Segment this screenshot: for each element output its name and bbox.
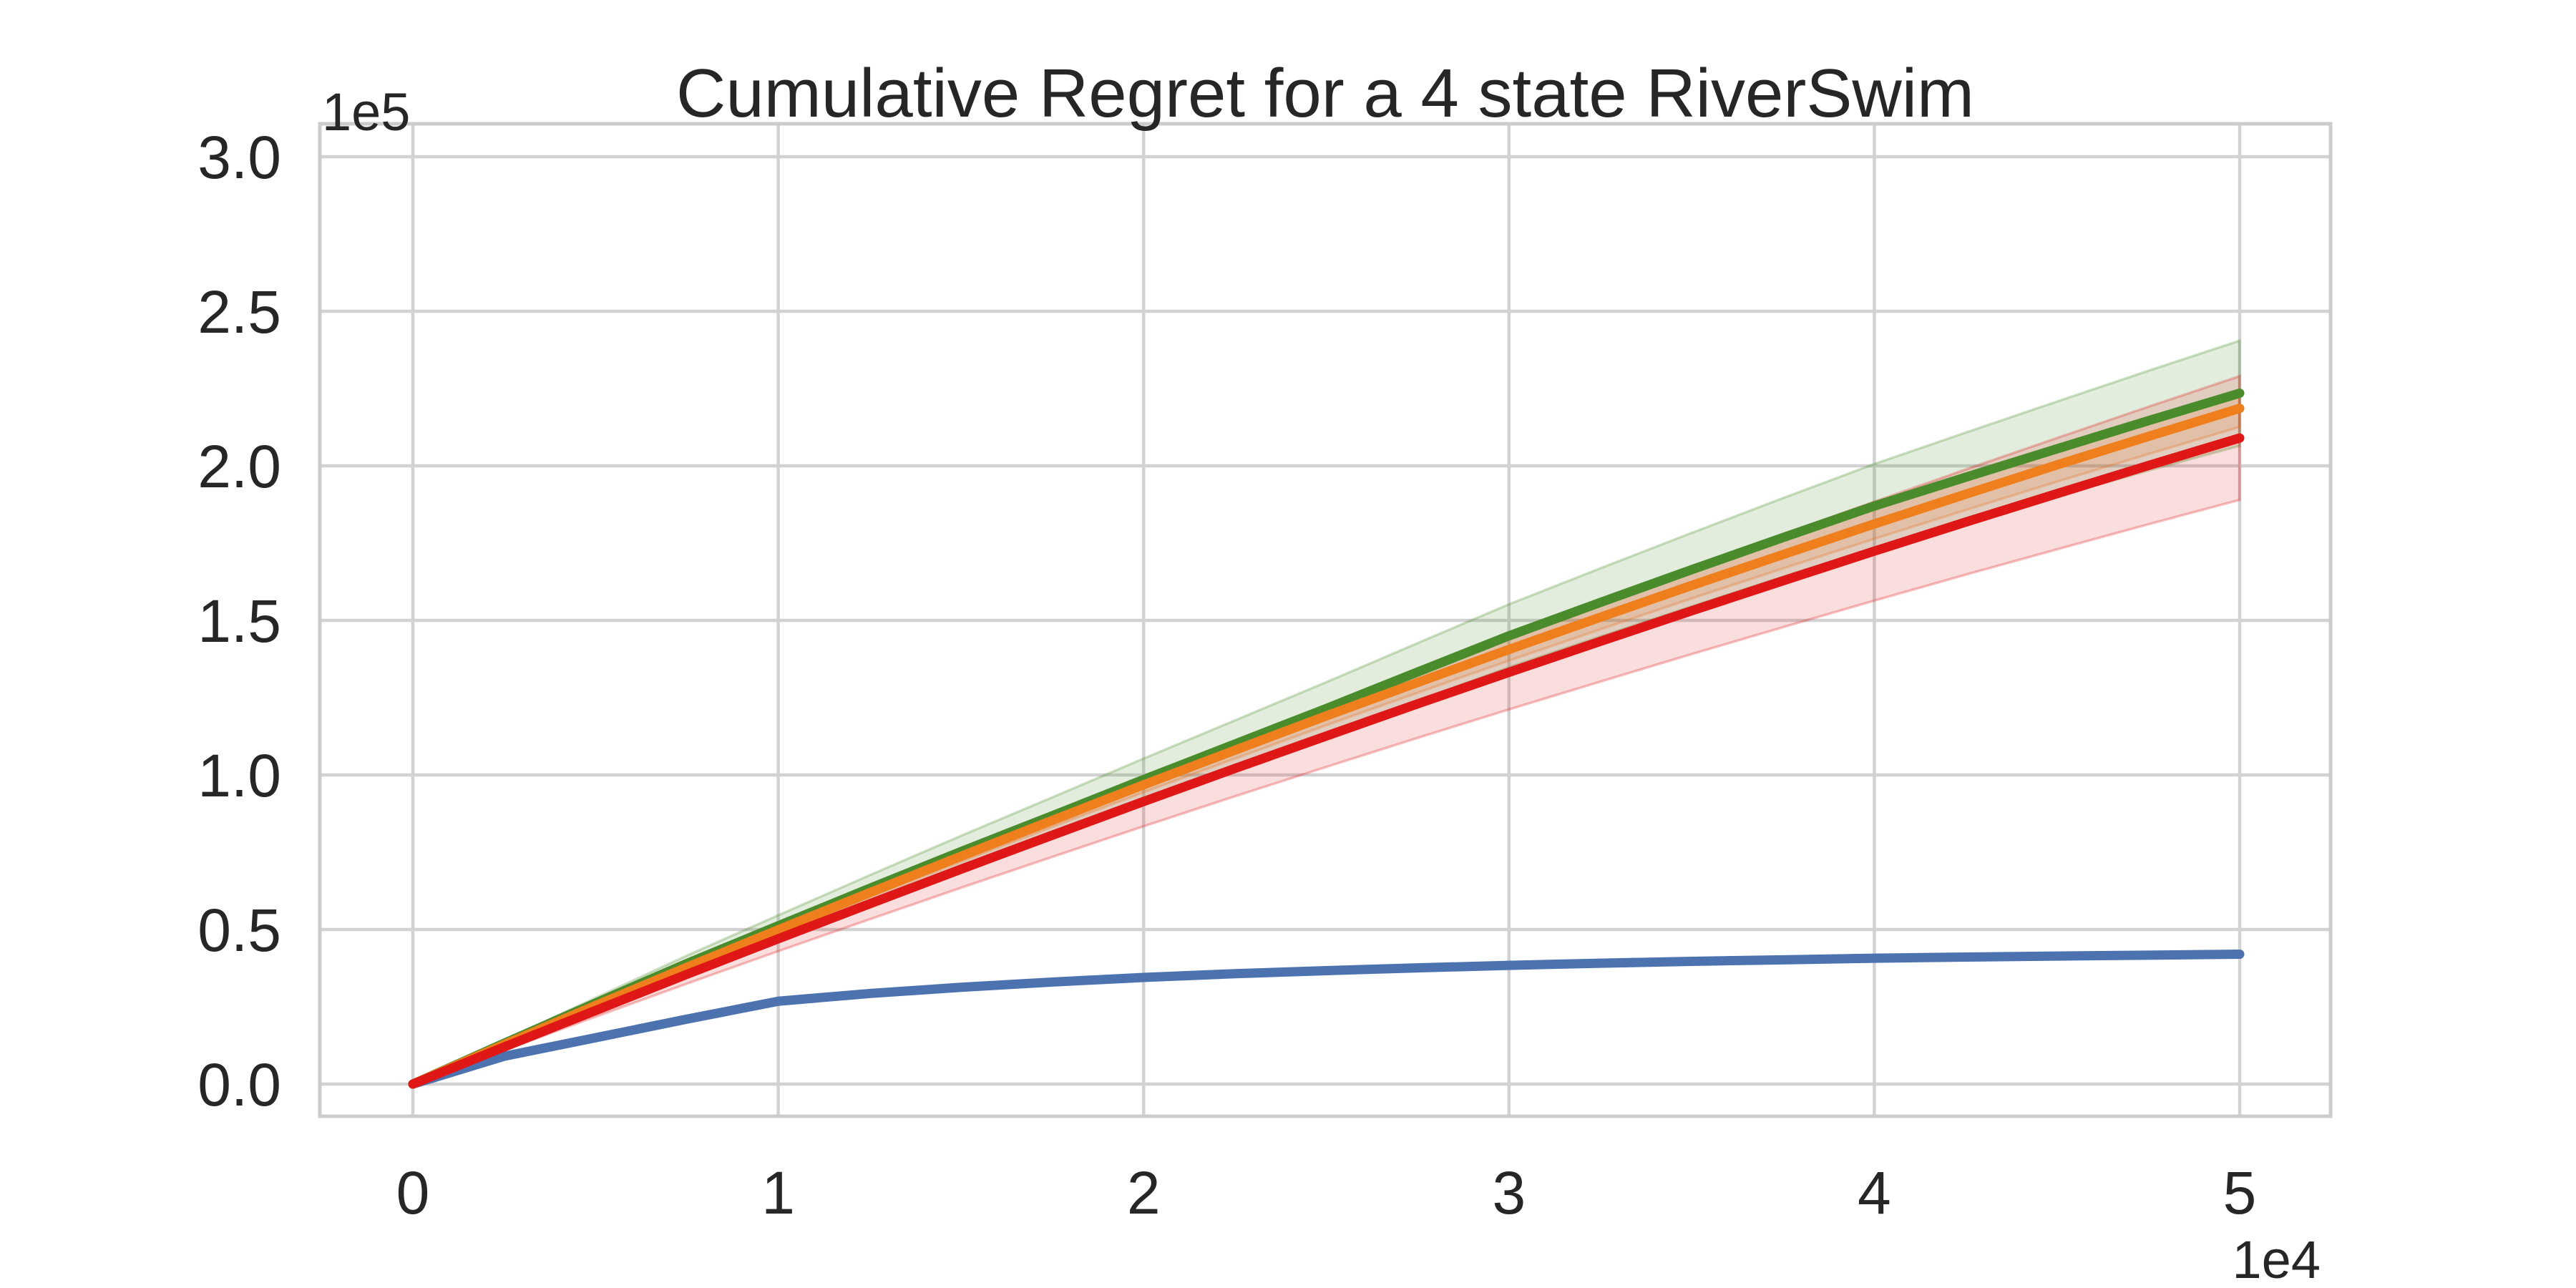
y-tick-label-2.0: 2.0 xyxy=(197,433,281,500)
x-tick-label-2: 2 xyxy=(1127,1159,1161,1226)
x-tick-label-3: 3 xyxy=(1492,1159,1526,1226)
y-tick-label-1.0: 1.0 xyxy=(197,742,281,809)
y-tick-labels: 0.0 0.5 1.0 1.5 2.0 2.5 3.0 xyxy=(197,124,281,1118)
y-axis-offset-label: 1e5 xyxy=(322,82,410,142)
blue-line xyxy=(408,950,2245,1089)
y-tick-label-3.0: 3.0 xyxy=(197,124,281,191)
y-tick-label-0.0: 0.0 xyxy=(197,1051,281,1118)
x-tick-label-4: 4 xyxy=(1858,1159,1891,1226)
y-tick-label-0.5: 0.5 xyxy=(197,897,281,964)
x-tick-label-0: 0 xyxy=(396,1159,430,1226)
y-tick-label-1.5: 1.5 xyxy=(197,587,281,655)
x-tick-labels: 0 1 2 3 4 5 xyxy=(396,1159,2257,1226)
axes-spines xyxy=(318,122,2333,1118)
y-tick-label-2.5: 2.5 xyxy=(197,278,281,346)
chart-title: Cumulative Regret for a 4 state RiverSwi… xyxy=(676,55,1974,132)
x-tick-label-5: 5 xyxy=(2223,1159,2257,1226)
x-tick-label-1: 1 xyxy=(761,1159,795,1226)
grid-lines xyxy=(320,124,2331,1116)
x-axis-offset-label: 1e4 xyxy=(2233,1230,2321,1288)
red-line xyxy=(408,433,2245,1089)
orange-line xyxy=(408,404,2245,1089)
series-lines xyxy=(408,388,2245,1089)
